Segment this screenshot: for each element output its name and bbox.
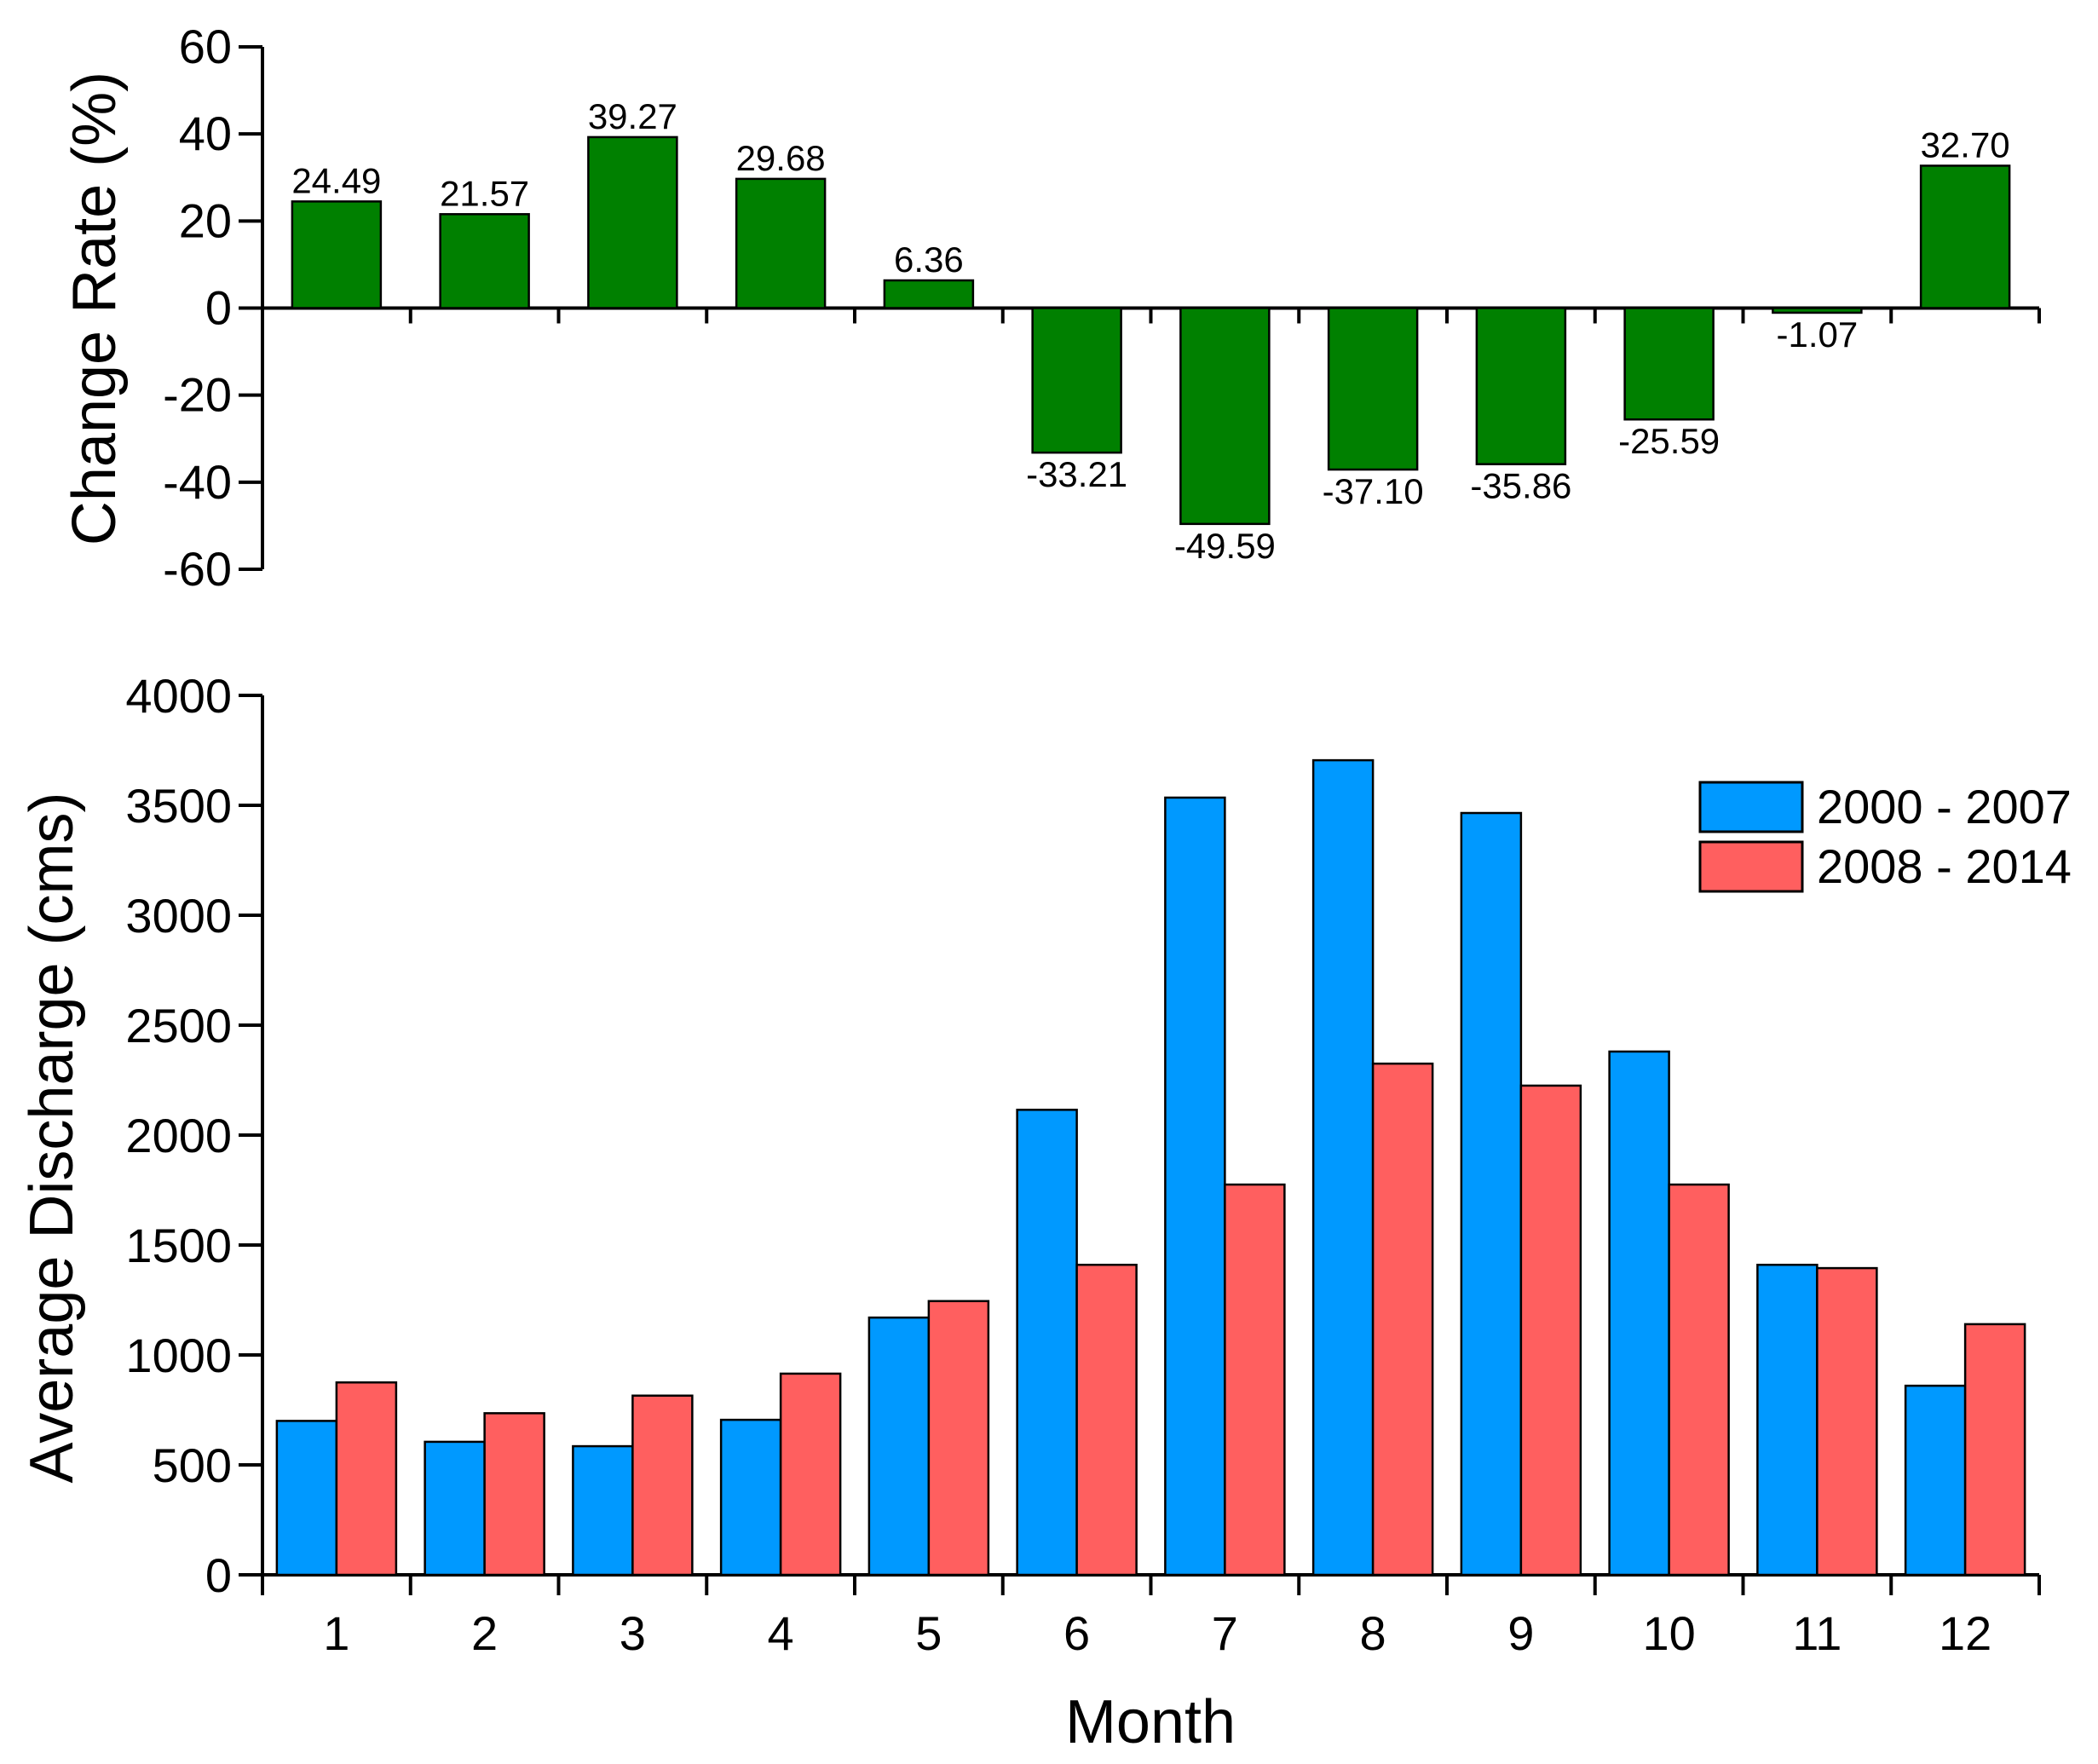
change-rate-data-label: 6.36 [894,239,964,280]
discharge-x-tick-label: 12 [1939,1606,1991,1660]
discharge-bar-2008-2014 [631,1394,694,1577]
discharge-bar-2000-2007 [867,1316,931,1577]
change-rate-data-label: -49.59 [1174,526,1276,566]
change-rate-data-label: 39.27 [588,96,677,136]
change-rate-data-label: 21.57 [440,173,529,213]
discharge-bar-2000-2007 [424,1440,486,1577]
change-rate-bar [1031,307,1122,454]
change-rate-data-label: 29.68 [736,138,826,178]
discharge-x-tick-label: 5 [915,1606,942,1660]
discharge-bar-2000-2007 [572,1444,634,1577]
discharge-y-tick-label: 500 [153,1438,232,1492]
change-rate-data-label: -25.59 [1618,421,1720,461]
change-rate-bar [735,177,827,309]
change-rate-bar [587,135,678,309]
discharge-bar-2008-2014 [1963,1323,2026,1577]
discharge-y-tick-label: 1000 [125,1329,232,1382]
discharge-x-tick-label: 11 [1792,1606,1842,1660]
discharge-bar-2008-2014 [927,1300,990,1577]
discharge-x-tick-label: 9 [1507,1606,1534,1660]
change-rate-y-tick-label: -40 [163,455,232,509]
change-rate-chart: Change Rate (%) 60 40 20 0 -20 -40 -60 24.49 21.… [61,20,2041,596]
change-rate-y-axis-title: Change Rate (%) [61,72,129,545]
discharge-y-tick-label: 3500 [125,779,232,833]
discharge-bar-2000-2007 [275,1420,338,1577]
change-rate-bar [439,213,530,309]
change-rate-data-label: -33.21 [1026,454,1127,494]
discharge-x-tick-label: 8 [1360,1606,1386,1660]
discharge-bar-2008-2014 [1519,1084,1582,1577]
change-rate-y-tick-label: 0 [205,281,232,335]
change-rate-bar [1475,307,1567,465]
change-rate-bar [883,279,975,309]
discharge-x-tick-label: 3 [620,1606,646,1660]
discharge-x-tick-label: 10 [1642,1606,1695,1660]
discharge-y-tick-label: 1500 [125,1219,232,1272]
legend-swatch [1698,781,1804,833]
discharge-bar-2000-2007 [1164,796,1226,1577]
discharge-bar-2008-2014 [779,1372,842,1577]
change-rate-y-tick-label: 40 [179,107,232,160]
discharge-bar-2008-2014 [483,1412,545,1577]
change-rate-data-label: 24.49 [291,160,381,200]
change-rate-bar [1919,164,2011,309]
discharge-bar-2000-2007 [1904,1384,1967,1577]
change-rate-bar [1623,307,1715,421]
discharge-y-tick-label: 2000 [125,1109,232,1162]
discharge-chart: Average Discharge (cms) Month 4000350030… [18,669,2072,1756]
change-rate-bar [1179,307,1271,526]
discharge-bar-2000-2007 [1016,1109,1078,1577]
discharge-bar-2000-2007 [1756,1263,1818,1577]
change-rate-data-label: 32.70 [1921,124,2010,164]
discharge-x-tick-label: 1 [323,1606,349,1660]
change-rate-bar [291,200,383,309]
discharge-bar-2000-2007 [1460,811,1523,1577]
discharge-bar-2008-2014 [1075,1263,1138,1577]
legend-label: 2008 - 2014 [1817,839,2072,893]
discharge-bar-2000-2007 [1608,1050,1670,1577]
discharge-x-axis-title: Month [1065,1688,1236,1756]
legend-label: 2000 - 2007 [1817,780,2072,833]
discharge-bar-2000-2007 [719,1418,782,1577]
change-rate-data-label: -35.86 [1470,466,1571,506]
change-rate-y-tick-label: -20 [163,368,232,422]
discharge-bar-2000-2007 [1311,758,1375,1577]
discharge-x-tick-label: 4 [768,1606,794,1660]
discharge-y-tick-label: 4000 [125,669,232,723]
discharge-x-tick-label: 2 [471,1606,498,1660]
discharge-bar-2008-2014 [1371,1062,1434,1577]
discharge-x-tick-label: 7 [1212,1606,1238,1660]
discharge-bar-2008-2014 [1816,1266,1878,1577]
change-rate-y-tick-label: 60 [179,20,232,73]
change-rate-y-tick-label: 20 [179,193,232,247]
change-rate-bar [1772,307,1863,314]
discharge-y-tick-label: 0 [205,1548,232,1602]
discharge-bar-2008-2014 [335,1381,398,1577]
change-rate-y-tick-label: -60 [163,542,232,596]
discharge-bar-2008-2014 [1668,1183,1730,1577]
change-rate-bar [1327,307,1419,471]
discharge-y-tick-label: 2500 [125,999,232,1052]
discharge-y-tick-label: 3000 [125,889,232,943]
change-rate-data-label: -37.10 [1323,471,1424,511]
discharge-bar-2008-2014 [1224,1183,1286,1577]
legend-swatch [1698,840,1804,893]
change-rate-data-label: -1.07 [1777,314,1859,355]
discharge-y-axis-title: Average Discharge (cms) [18,793,86,1484]
discharge-x-tick-label: 6 [1063,1606,1090,1660]
